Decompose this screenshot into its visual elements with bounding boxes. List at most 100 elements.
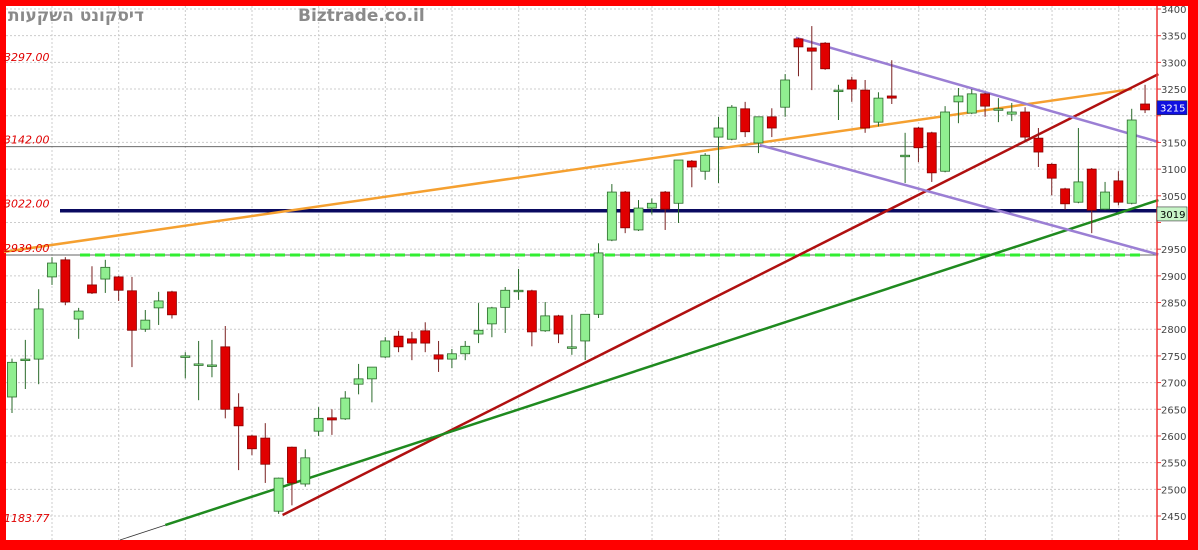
y-tick-label: 2500: [1161, 485, 1186, 496]
candle-down: [1046, 163, 1057, 179]
candle-up: [1100, 191, 1110, 210]
candle-down: [886, 95, 897, 99]
candle-down: [393, 335, 404, 348]
candle-down: [406, 338, 417, 344]
candle-up: [646, 202, 657, 209]
y-tick-label: 2900: [1161, 272, 1186, 283]
candle-down: [420, 330, 431, 344]
candle-up: [20, 358, 31, 362]
site-name: Biztrade.co.il: [298, 6, 425, 26]
candle-up: [73, 310, 84, 320]
candle-up: [1073, 181, 1084, 203]
candle-down: [926, 132, 937, 174]
candle-up: [193, 363, 204, 366]
candle-up: [140, 319, 151, 330]
candle-down: [247, 435, 257, 450]
trend-extension: [119, 524, 166, 541]
candle-up: [1006, 111, 1017, 115]
y-tick-label: 2750: [1161, 352, 1186, 363]
candle-down: [87, 284, 97, 294]
level-label: 3022.00: [4, 198, 50, 211]
y-tick-label: 2600: [1161, 432, 1186, 443]
trend-line: [282, 72, 1159, 517]
y-axis: 3400 3350 3300 3250 3150 3100 3050 2950 2900 2850…: [1157, 5, 1186, 523]
level-label: 1183.77: [4, 512, 50, 525]
candle-down: [553, 315, 564, 335]
candle-up: [780, 79, 791, 108]
y-tick-label: 2800: [1161, 325, 1186, 336]
candle-down: [1033, 137, 1044, 153]
candle-down: [820, 42, 831, 70]
candles: [7, 26, 1150, 514]
candle-up: [353, 378, 364, 385]
level-label: 2939.00: [4, 242, 50, 255]
candle-down: [433, 354, 444, 360]
candle-up: [726, 106, 737, 140]
y-tick-label: 2550: [1161, 459, 1186, 470]
candle-up: [900, 154, 911, 158]
candle-up: [473, 329, 484, 335]
candle-up: [100, 266, 111, 280]
candle-up: [606, 191, 617, 241]
candle-down: [860, 89, 871, 129]
candle-up: [633, 207, 644, 231]
y-tick-label: 2650: [1161, 405, 1186, 416]
trend-line: [795, 36, 1159, 144]
candle-down: [686, 160, 697, 168]
candle-down: [740, 108, 751, 133]
price-badge: [1156, 206, 1188, 222]
candle-up: [7, 361, 17, 398]
price-badges: 3215 3019: [1156, 100, 1188, 222]
candle-down: [220, 346, 231, 410]
candle-up: [700, 154, 711, 172]
candle-up: [833, 89, 844, 93]
candle-up: [273, 477, 284, 512]
candle-down: [660, 191, 671, 210]
candle-down: [167, 291, 177, 316]
candle-down: [287, 446, 297, 484]
candle-up: [953, 95, 964, 103]
price-badge-label: 3215: [1160, 104, 1185, 115]
candle-up: [340, 397, 351, 420]
candle-down: [327, 417, 337, 421]
candle-down: [260, 437, 271, 465]
candle-up: [540, 315, 551, 332]
candle-up: [33, 308, 44, 360]
candle-down: [526, 290, 537, 333]
y-tick-label: 3350: [1161, 32, 1186, 43]
candle-down: [766, 116, 777, 129]
y-tick-label: 2850: [1161, 299, 1186, 310]
candle-up: [593, 252, 604, 315]
candle-down: [1140, 103, 1150, 111]
broker-name: דיסקונט השקעות: [8, 6, 144, 26]
candle-up: [580, 313, 591, 342]
candle-up: [486, 307, 497, 325]
candle-down: [1086, 168, 1097, 211]
candle-up: [1126, 119, 1137, 204]
candle-up: [940, 111, 950, 172]
candle-up: [367, 366, 377, 380]
trend-lines: [3, 36, 1159, 541]
candle-up: [153, 300, 164, 309]
y-tick-label: 2450: [1161, 512, 1186, 523]
candle-down: [980, 93, 990, 107]
level-label: 3142.00: [4, 134, 50, 147]
y-tick-label: 3150: [1161, 138, 1186, 149]
candle-up: [873, 97, 884, 123]
price-badge: [1156, 100, 1188, 116]
candle-down: [113, 276, 124, 291]
trend-line: [164, 198, 1159, 527]
candle-down: [1060, 188, 1070, 205]
candle-down: [620, 191, 631, 229]
candle-down: [846, 79, 857, 90]
candle-up: [300, 457, 311, 485]
y-tick-label: 3050: [1161, 192, 1186, 203]
candle-up: [566, 346, 577, 349]
candle-down: [913, 127, 924, 149]
trend-line: [759, 143, 1159, 256]
level-labels: 3297.00 3142.00 3022.00 2939.00 1183.77: [4, 51, 50, 525]
y-tick-label: 3400: [1161, 5, 1186, 16]
level-label: 3297.00: [4, 51, 50, 64]
y-tick-label: 3100: [1161, 165, 1186, 176]
